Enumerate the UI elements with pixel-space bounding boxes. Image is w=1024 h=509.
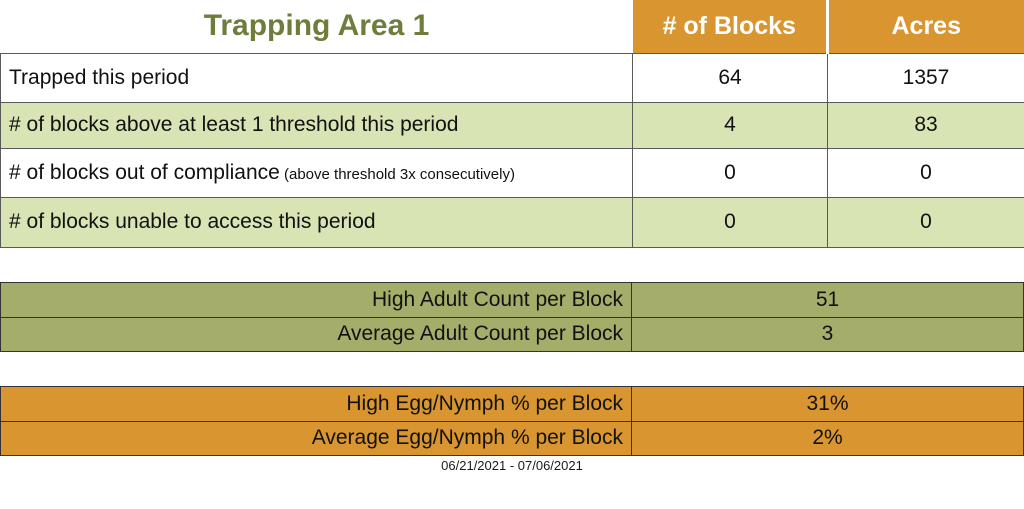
table-row: Trapped this period 64 1357 [0,52,1024,103]
row-label-text: Trapped this period [9,65,190,89]
date-range: 06/21/2021 - 07/06/2021 [441,457,583,473]
row-label-text: # of blocks above at least 1 threshold t… [9,113,459,136]
acres-value: 83 [827,101,1024,149]
egg-high-label: High Egg/Nymph % per Block [1,386,632,421]
adult-count-section: High Adult Count per Block 51 Average Ad… [0,281,1024,352]
blocks-value: 64 [632,52,828,103]
blocks-value: 0 [632,196,828,248]
blocks-value: 4 [632,101,828,149]
row-label: # of blocks out of compliance (above thr… [0,147,633,198]
column-header-acres: Acres [826,0,1024,53]
table-row: # of blocks out of compliance (above thr… [0,147,1024,198]
row-label-note: (above threshold 3x consecutively) [279,165,515,183]
row-label: # of blocks unable to access this period [0,196,633,248]
adult-high-value: 51 [815,287,840,311]
acres-value: 0 [827,147,1024,198]
egg-average-label: Average Egg/Nymph % per Block [1,421,632,455]
header-row: Trapping Area 1 # of Blocks Acres [0,0,1024,53]
acres-value: 1357 [827,52,1024,103]
adult-average-value: 3 [821,322,834,345]
list-item: Average Egg/Nymph % per Block 2% [1,420,1023,455]
egg-average-value: 2% [812,426,843,449]
egg-nymph-section: High Egg/Nymph % per Block 31% Average E… [0,385,1024,456]
spacer [0,352,1024,386]
list-item: High Egg/Nymph % per Block 31% [1,386,1023,421]
row-label-text: # of blocks unable to access this period [9,210,376,233]
adult-average-label: Average Adult Count per Block [1,317,632,351]
acres-value: 0 [827,196,1024,248]
row-label: Trapped this period [0,52,633,103]
adult-high-label: High Adult Count per Block [1,282,632,317]
table-row: # of blocks above at least 1 threshold t… [0,101,1024,149]
summary-table: Trapping Area 1 # of Blocks Acres Trappe… [0,0,1024,248]
column-header-blocks: # of Blocks [632,0,828,53]
row-label: # of blocks above at least 1 threshold t… [0,101,633,149]
egg-high-value: 31% [806,391,849,415]
page-title: Trapping Area 1 [0,0,633,53]
spacer [0,248,1024,282]
blocks-value: 0 [632,147,828,198]
list-item: Average Adult Count per Block 3 [1,316,1023,351]
row-label-text: # of blocks out of compliance [9,160,280,184]
list-item: High Adult Count per Block 51 [1,282,1023,317]
table-row: # of blocks unable to access this period… [0,196,1024,248]
